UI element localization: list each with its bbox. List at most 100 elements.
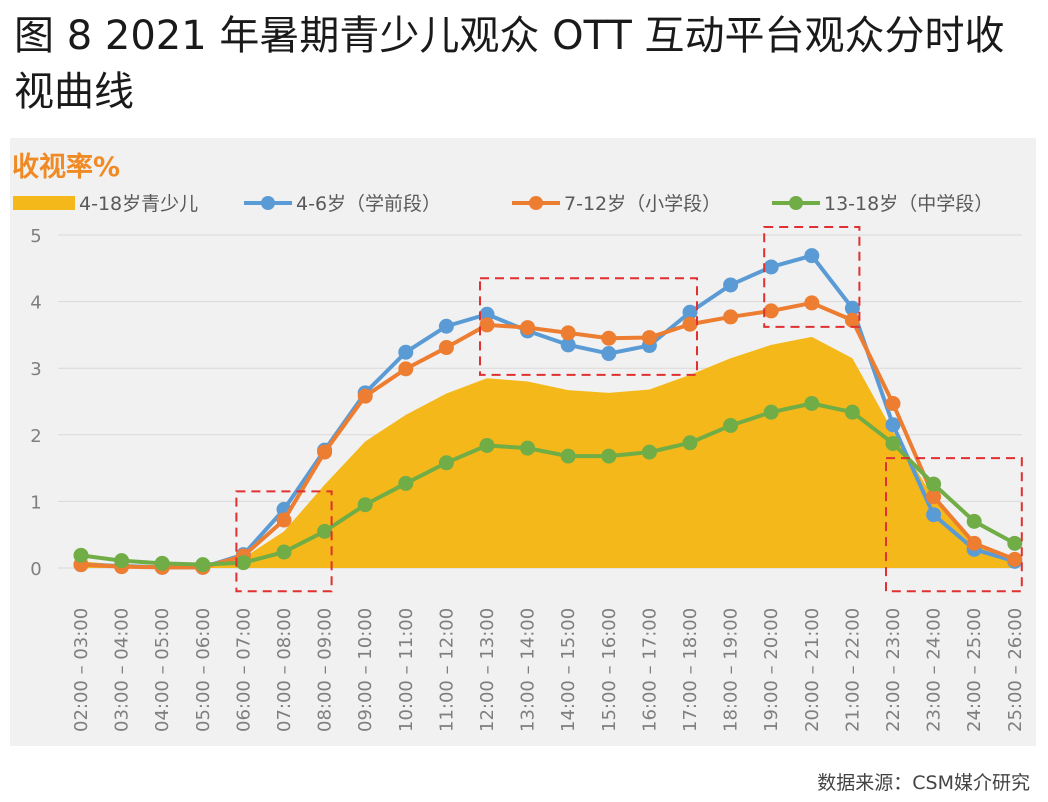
line-7-12-point (357, 388, 373, 404)
line-13-18-point (560, 448, 576, 464)
line-7-12-point (317, 444, 333, 460)
line-4-6-point (763, 259, 779, 275)
line-13-18-point (844, 404, 860, 420)
y-axis-label: 收视率% (12, 151, 120, 183)
line-13-18-point (966, 513, 982, 529)
x-tick-label: 18:00 – 19:00 (721, 608, 742, 732)
x-tick-label: 20:00 – 21:00 (802, 608, 823, 732)
x-tick-label: 04:00 – 05:00 (152, 608, 173, 732)
line-7-12-point (560, 325, 576, 341)
annotation-boxes (235, 226, 1023, 593)
line-7-12-point (804, 295, 820, 311)
line-13-18-point (195, 557, 211, 573)
line-13-18-point (276, 544, 292, 560)
x-tick-label: 07:00 – 08:00 (274, 608, 295, 732)
x-tick-label: 09:00 – 10:00 (355, 608, 376, 732)
line-13-18-point (682, 435, 698, 451)
chart-svg: 收视率% 4-18岁青少儿 4-6岁（学前段） 7-12岁（小学段） 13-18岁（中… (12, 151, 1026, 732)
line-13-18-point (641, 444, 657, 460)
line-13-18-point (1007, 535, 1023, 551)
x-tick-label: 10:00 – 11:00 (396, 608, 417, 732)
x-tick-label: 14:00 – 15:00 (558, 608, 579, 732)
line-13-18-point (804, 395, 820, 411)
line-13-18-point (601, 448, 617, 464)
line-13-18-point (520, 440, 536, 456)
legend-swatch-marker (529, 196, 543, 210)
line-13-18-point (438, 455, 454, 471)
line-4-6-point (723, 277, 739, 293)
x-tick-label: 11:00 – 12:00 (436, 608, 457, 732)
x-tick-label: 21:00 – 22:00 (842, 608, 863, 732)
x-tick-label: 17:00 – 18:00 (680, 608, 701, 732)
x-tick-label: 12:00 – 13:00 (477, 608, 498, 732)
line-7-12-point (682, 316, 698, 332)
line-13-18-point (73, 547, 89, 563)
line-13-18-point (154, 555, 170, 571)
x-tick-label: 05:00 – 06:00 (193, 608, 214, 732)
highlight-box (885, 457, 1023, 593)
y-tick-label: 0 (30, 559, 41, 580)
y-tick-label: 5 (30, 226, 41, 247)
line-4-6-point (398, 344, 414, 360)
x-tick-label: 03:00 – 04:00 (112, 608, 133, 732)
legend-label: 13-18岁（中学段） (824, 193, 993, 215)
highlight-box (479, 277, 698, 376)
line-4-6-point (682, 304, 698, 320)
line-7-12-point (1007, 551, 1023, 567)
legend-swatch-area (13, 196, 75, 210)
line-4-6-point (601, 346, 617, 362)
line-7-12-point (398, 361, 414, 377)
line-7-12-point (276, 512, 292, 528)
legend: 4-18岁青少儿 4-6岁（学前段） 7-12岁（小学段） 13-18岁（中学段） (13, 193, 993, 215)
line-4-6-point (438, 318, 454, 334)
y-tick-label: 1 (30, 492, 41, 513)
legend-swatch-marker (789, 196, 803, 210)
x-tick-label: 15:00 – 16:00 (599, 608, 620, 732)
line-7-12-point (723, 309, 739, 325)
x-tick-label: 08:00 – 09:00 (315, 608, 336, 732)
line-13-18-point (114, 553, 130, 569)
line-7-12-point (520, 320, 536, 336)
x-tick-label: 02:00 – 03:00 (71, 608, 92, 732)
x-tick-label: 23:00 – 24:00 (924, 608, 945, 732)
x-tick-labels: 02:00 – 03:00 03:00 – 04:00 04:00 – 05:00 0… (71, 608, 1026, 732)
y-tick-labels: 0 1 2 3 4 5 (30, 226, 41, 580)
legend-label: 4-6岁（学前段） (296, 193, 441, 215)
legend-swatch-marker (261, 196, 275, 210)
y-tick-label: 2 (30, 426, 41, 447)
x-tick-label: 25:00 – 26:00 (1005, 608, 1026, 732)
figure-title: 图 8 2021 年暑期青少儿观众 OTT 互动平台观众分时收视曲线 (14, 13, 1005, 115)
x-tick-label: 16:00 – 17:00 (639, 608, 660, 732)
line-4-6-point (885, 417, 901, 433)
line-13-18-point (885, 435, 901, 451)
legend-label: 7-12岁（小学段） (564, 193, 721, 215)
y-tick-label: 4 (30, 293, 41, 314)
line-13-18-point (479, 437, 495, 453)
x-tick-label: 24:00 – 25:00 (964, 608, 985, 732)
line-4-6-point (804, 248, 820, 264)
line-4-6-point (479, 306, 495, 322)
line-13-18-point (357, 497, 373, 513)
line-13-18-point (723, 417, 739, 433)
line-13-18-point (398, 475, 414, 491)
legend-label: 4-18岁青少儿 (79, 193, 198, 215)
chart-panel: 收视率% 4-18岁青少儿 4-6岁（学前段） 7-12岁（小学段） 13-18岁（中… (10, 138, 1036, 746)
line-7-12-point (641, 330, 657, 346)
x-tick-label: 13:00 – 14:00 (518, 608, 539, 732)
line-13-18-point (926, 476, 942, 492)
line-13-18-point (763, 404, 779, 420)
line-4-6-point (560, 337, 576, 353)
line-4-6-point (926, 507, 942, 523)
highlight-box (763, 226, 861, 328)
source-note: 数据来源：CSM媒介研究 (817, 772, 1030, 794)
x-tick-label: 22:00 – 23:00 (883, 608, 904, 732)
line-7-12-point (479, 317, 495, 333)
line-7-12-point (966, 535, 982, 551)
line-7-12-point (885, 395, 901, 411)
highlight-box (235, 490, 333, 593)
line-7-12-point (438, 340, 454, 356)
line-7-12-point (844, 312, 860, 328)
line-7-12-point (926, 489, 942, 505)
line-7-12-point (763, 303, 779, 319)
x-tick-label: 19:00 – 20:00 (761, 608, 782, 732)
